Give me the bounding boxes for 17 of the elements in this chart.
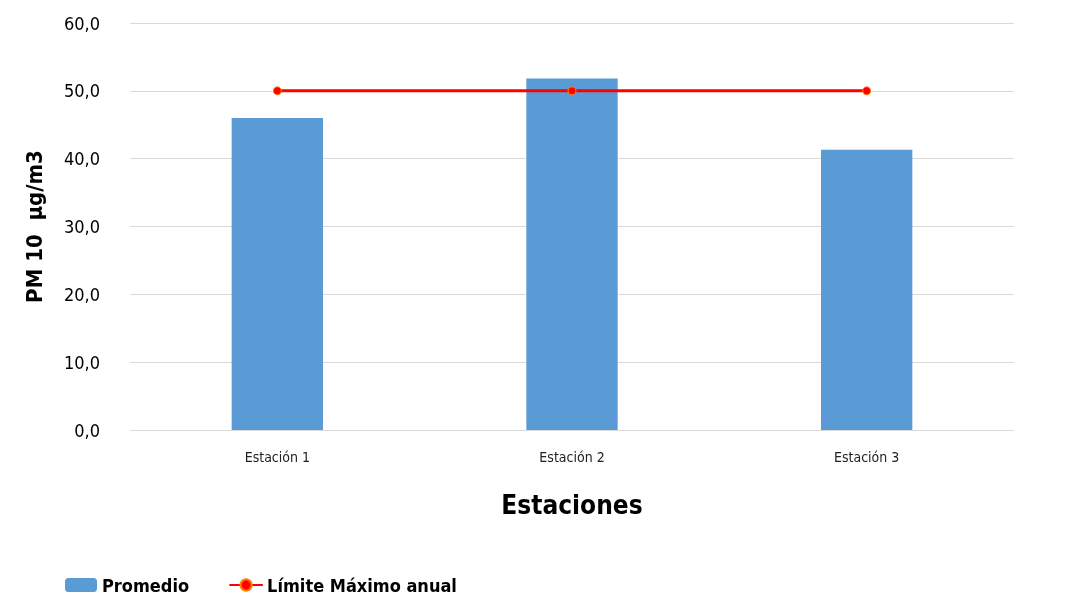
x-tick-label: Estación 2 [539, 449, 605, 465]
legend-label: Límite Máximo anual [267, 574, 457, 596]
x-tick-label: Estación 3 [834, 449, 900, 465]
legend-label: Promedio [102, 574, 190, 596]
y-tick-label: 50,0 [63, 80, 100, 102]
y-tick-label: 40,0 [63, 148, 100, 170]
x-axis-title: Estaciones [501, 490, 643, 520]
y-tick-label: 20,0 [63, 283, 100, 305]
y-tick-label: 10,0 [63, 351, 100, 373]
bar [526, 78, 618, 430]
y-tick-label: 30,0 [63, 216, 100, 237]
bar [820, 149, 913, 430]
y-tick-label: 60,0 [63, 12, 100, 34]
y-axis-title: PM 10 µg/m3 [21, 150, 47, 303]
y-tick-label: 0,0 [74, 419, 100, 441]
x-tick-label: Estación 1 [244, 449, 310, 465]
bar [231, 117, 324, 430]
